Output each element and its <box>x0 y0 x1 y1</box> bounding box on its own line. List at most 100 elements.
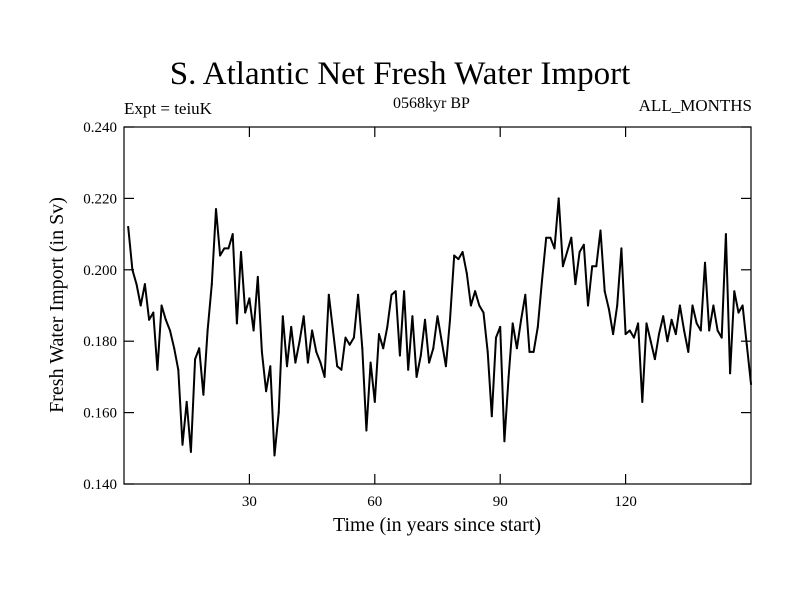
data-point <box>357 293 360 296</box>
y-tick-label: 0.180 <box>83 334 117 350</box>
data-point <box>645 322 648 325</box>
data-point <box>269 365 272 368</box>
data-point <box>202 393 205 396</box>
data-point <box>415 375 418 378</box>
data-point <box>352 336 355 339</box>
data-point <box>532 350 535 353</box>
data-point <box>633 336 635 339</box>
data-point <box>662 315 665 318</box>
data-point <box>177 368 180 371</box>
data-point <box>561 265 564 268</box>
data-point <box>169 329 171 332</box>
data-point <box>143 283 146 286</box>
data-point <box>457 258 460 261</box>
y-tick-label: 0.240 <box>83 120 117 136</box>
data-point <box>294 361 297 364</box>
data-point <box>210 283 213 286</box>
data-point <box>591 265 594 268</box>
y-tick-label: 0.200 <box>83 263 117 279</box>
data-point <box>281 315 284 318</box>
data-point <box>495 336 497 339</box>
data-point <box>336 365 339 368</box>
data-point <box>306 361 309 364</box>
data-point <box>215 208 217 211</box>
data-point <box>273 454 276 457</box>
data-point <box>311 329 314 332</box>
data-point <box>302 315 305 318</box>
data-point <box>227 247 230 250</box>
data-point <box>265 390 268 393</box>
data-point <box>298 340 301 343</box>
data-point <box>490 415 493 418</box>
data-point <box>503 440 506 443</box>
data-point <box>315 350 318 353</box>
data-point <box>277 411 280 414</box>
x-tick-label: 60 <box>367 494 382 510</box>
data-point <box>248 297 251 300</box>
data-point <box>419 354 422 357</box>
data-point <box>524 293 527 296</box>
data-point <box>219 254 222 257</box>
data-point <box>198 347 201 350</box>
data-point <box>582 243 585 246</box>
data-point <box>612 333 615 336</box>
data-point <box>432 347 435 350</box>
data-point <box>398 354 401 357</box>
data-point <box>666 340 669 343</box>
data-point <box>674 333 677 336</box>
data-points <box>127 197 752 457</box>
data-point <box>566 251 569 253</box>
x-tick-label: 120 <box>614 494 637 510</box>
data-point <box>520 318 523 321</box>
data-point <box>240 251 242 253</box>
y-tick-label: 0.220 <box>83 191 117 207</box>
data-point <box>733 290 736 293</box>
data-point <box>729 372 732 375</box>
data-point <box>223 247 226 250</box>
data-point <box>478 304 481 307</box>
data-point <box>440 340 443 343</box>
data-point <box>687 350 690 353</box>
data-point <box>616 304 619 307</box>
data-point <box>428 361 431 364</box>
data-point <box>382 347 385 350</box>
data-point <box>173 347 176 350</box>
data-point <box>570 236 573 239</box>
data-point <box>637 322 640 325</box>
data-point <box>704 261 706 264</box>
data-point <box>536 325 539 328</box>
y-tick-label: 0.160 <box>83 406 117 422</box>
data-point <box>670 318 673 321</box>
data-point <box>424 318 426 321</box>
data-point <box>578 251 581 253</box>
data-point <box>361 347 364 350</box>
data-point <box>365 429 368 432</box>
data-point <box>156 368 159 371</box>
data-point <box>649 340 652 343</box>
data-point <box>574 283 577 286</box>
data-point <box>620 247 623 250</box>
data-point <box>148 318 151 321</box>
data-point <box>407 368 410 371</box>
data-point <box>678 304 681 307</box>
data-point <box>256 275 259 278</box>
data-point <box>390 293 393 296</box>
data-point <box>511 322 514 325</box>
data-point <box>323 375 326 378</box>
x-tick-label: 90 <box>493 494 508 510</box>
data-point <box>394 290 397 293</box>
data-point <box>235 322 238 325</box>
y-tick-label: 0.140 <box>83 477 117 493</box>
data-point <box>152 311 155 314</box>
data-point <box>340 368 343 371</box>
data-point <box>332 329 334 332</box>
data-point <box>641 400 644 403</box>
data-point <box>699 329 702 332</box>
data-point <box>599 229 602 232</box>
data-point <box>557 197 560 200</box>
data-point <box>327 293 330 296</box>
data-point <box>160 304 163 307</box>
x-tick-label: 30 <box>242 494 257 510</box>
data-point <box>403 290 406 293</box>
